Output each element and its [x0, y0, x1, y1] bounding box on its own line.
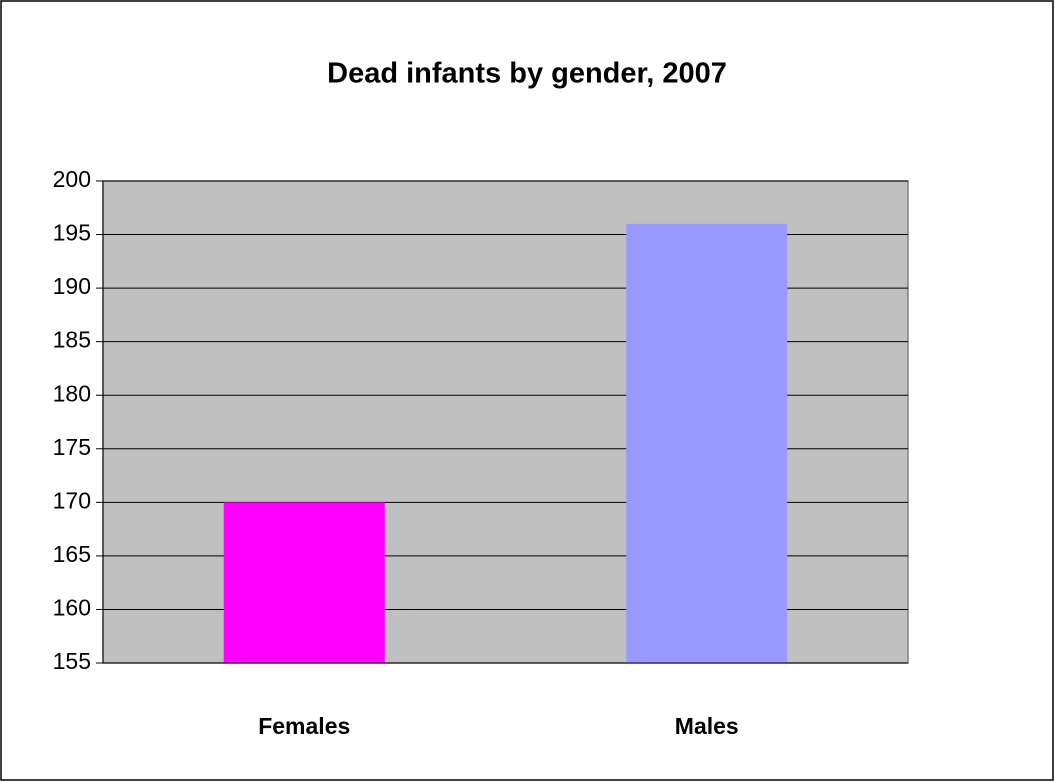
chart-title: Dead infants by gender, 2007: [327, 58, 727, 90]
y-tick-label: 195: [53, 220, 91, 246]
x-tick-label: Females: [258, 713, 350, 739]
y-tick-label: 170: [53, 487, 91, 513]
y-tick-label: 190: [53, 273, 91, 299]
bar: [223, 502, 385, 663]
y-tick-label: 180: [53, 380, 91, 406]
x-tick-label: Males: [675, 713, 739, 739]
y-tick-label: 165: [53, 541, 91, 567]
y-tick-label: 160: [53, 595, 91, 621]
bar: [626, 223, 788, 663]
y-tick-label: 155: [53, 648, 91, 674]
y-tick-label: 175: [53, 434, 91, 460]
y-tick-label: 200: [53, 166, 91, 192]
y-tick-label: 185: [53, 327, 91, 353]
